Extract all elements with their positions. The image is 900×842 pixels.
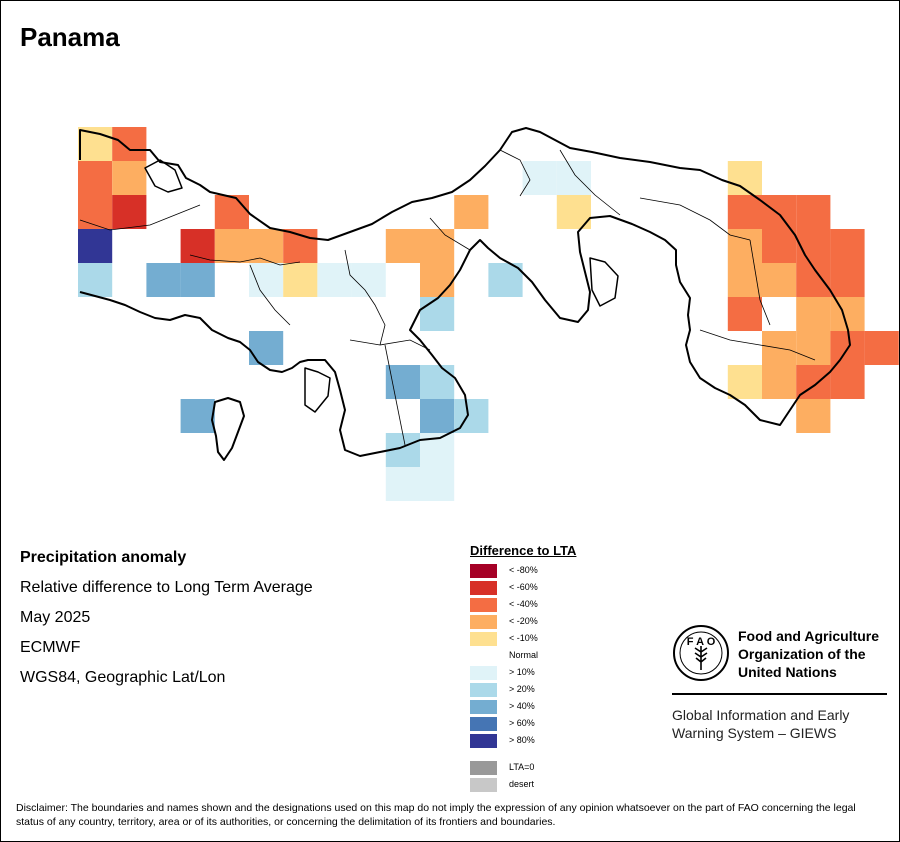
legend-label: < -80% [509, 565, 538, 575]
anomaly-cell [830, 263, 865, 297]
svg-text:F A O: F A O [687, 636, 716, 648]
anomaly-cell [249, 229, 284, 263]
anomaly-cell [727, 229, 762, 263]
anomaly-cell [830, 229, 865, 263]
anomaly-cell [420, 399, 455, 433]
anomaly-cell [762, 365, 797, 399]
legend-swatch [470, 761, 497, 775]
legend-swatch [470, 666, 497, 680]
anomaly-cell [78, 263, 113, 297]
info-description: Relative difference to Long Term Average [20, 579, 313, 596]
anomaly-cell [420, 297, 455, 331]
anomaly-cell [522, 161, 557, 195]
anomaly-cell [180, 229, 215, 263]
fao-divider [672, 693, 887, 695]
bocas-islands [144, 159, 183, 193]
legend-label: > 60% [509, 718, 535, 728]
anomaly-cell [556, 161, 591, 195]
anomaly-cell [762, 195, 797, 229]
legend-swatch [470, 598, 497, 612]
anomaly-cell [180, 399, 215, 433]
legend-swatch [470, 632, 497, 646]
legend-swatch [470, 734, 497, 748]
info-source: ECMWF [20, 639, 81, 656]
legend-label: > 80% [509, 735, 535, 745]
anomaly-cell [420, 365, 455, 399]
fao-name: Food and Agriculture Organization of the… [738, 628, 880, 680]
legend-swatch [470, 683, 497, 697]
anomaly-cell [385, 467, 420, 501]
pearl-islands [589, 257, 619, 307]
legend-swatch [470, 649, 497, 663]
legend-swatch [470, 778, 497, 792]
anomaly-cell [762, 229, 797, 263]
anomaly-cell [420, 263, 455, 297]
legend-swatch [470, 717, 497, 731]
anomaly-cell [727, 195, 762, 229]
anomaly-cell [78, 161, 113, 195]
anomaly-cell [796, 399, 831, 433]
legend-title: Difference to LTA [470, 543, 577, 558]
legend-label: > 10% [509, 667, 535, 677]
anomaly-cell [796, 195, 831, 229]
info-projection: WGS84, Geographic Lat/Lon [20, 669, 226, 686]
info-heading: Precipitation anomaly [20, 549, 187, 566]
coiba-island [211, 397, 245, 461]
disclaimer: Disclaimer: The boundaries and names sho… [16, 802, 856, 828]
map-title: Panama [20, 22, 120, 52]
anomaly-cell [112, 195, 147, 229]
legend-label: < -10% [509, 633, 538, 643]
anomaly-cell [796, 297, 831, 331]
precipitation-anomaly-map [78, 127, 899, 501]
anomaly-cell [112, 127, 147, 161]
anomaly-cell [796, 229, 831, 263]
anomaly-cell [146, 263, 181, 297]
legend-label: > 20% [509, 684, 535, 694]
province-boundaries [79, 149, 816, 446]
anomaly-cell [727, 365, 762, 399]
anomaly-cell [385, 365, 420, 399]
anomaly-cell [727, 297, 762, 331]
legend-label: Normal [509, 650, 539, 660]
legend-label: > 40% [509, 701, 535, 711]
anomaly-cell [385, 229, 420, 263]
panama-coastline [79, 127, 851, 457]
anomaly-cell [488, 263, 523, 297]
anomaly-cell [420, 229, 455, 263]
legend-swatch [470, 700, 497, 714]
anomaly-cell [864, 331, 899, 365]
anomaly-cell [249, 331, 284, 365]
anomaly-grid [78, 127, 899, 501]
legend-label: LTA=0 [509, 762, 535, 772]
legend-label: < -60% [509, 582, 538, 592]
anomaly-cell [249, 263, 284, 297]
anomaly-cell [112, 161, 147, 195]
legend-label: < -20% [509, 616, 538, 626]
anomaly-cell [796, 331, 831, 365]
legend-label: < -40% [509, 599, 538, 609]
anomaly-cell [762, 263, 797, 297]
info-period: May 2025 [20, 609, 91, 626]
anomaly-cell [830, 365, 865, 399]
legend-label: desert [509, 779, 535, 789]
anomaly-cell [317, 263, 352, 297]
anomaly-cell [351, 263, 386, 297]
anomaly-cell [283, 263, 318, 297]
giews-label: Global Information and Early Warning Sys… [672, 707, 850, 741]
country-outline [79, 127, 851, 461]
azuero-inner-coast [304, 367, 331, 413]
anomaly-cell [214, 195, 249, 229]
anomaly-cell [78, 229, 113, 263]
legend-swatch [470, 615, 497, 629]
anomaly-cell [180, 263, 215, 297]
legend-swatch [470, 581, 497, 595]
legend-swatch [470, 564, 497, 578]
anomaly-cell [420, 467, 455, 501]
anomaly-cell [214, 229, 249, 263]
anomaly-cell [454, 195, 489, 229]
anomaly-cell [78, 195, 113, 229]
fao-logo-icon: F A O [673, 625, 729, 681]
